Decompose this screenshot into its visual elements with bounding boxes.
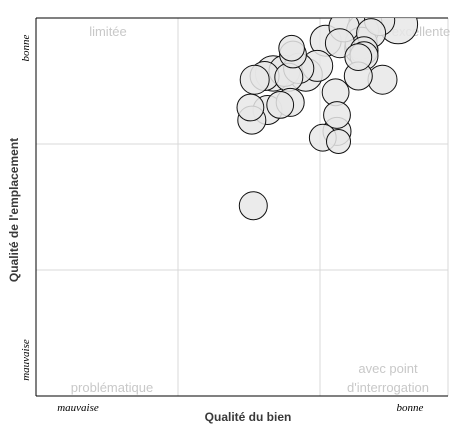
bubble-point-25 [367,64,398,95]
y-axis-title: Qualité de l'emplacement [7,138,21,282]
quadrant-label-top-left: limitée [89,24,127,39]
quadrant-label-bottom-right-line1: avec point [358,361,418,376]
bubble-point-31 [323,101,351,129]
y-tick-label-high: bonne [20,34,32,61]
bubble-point-28 [266,91,295,119]
bubble-point-14 [278,34,305,62]
x-axis-title: Qualité du bien [205,410,292,424]
quadrant-label-bottom-right-line2: d'interrogation [347,380,429,395]
quadrant-label-bottom-left: problématique [71,380,153,395]
bubble-point-29 [236,93,265,122]
bubble-point-35 [326,129,351,154]
x-tick-label-low: mauvaise [57,402,99,414]
bubble-point-36 [238,191,268,221]
bubble-series [236,18,419,221]
bubble-point-13 [344,43,373,71]
bubble-point-23 [239,64,270,95]
x-tick-label-high: bonne [397,402,424,414]
y-tick-label-low: mauvaise [20,339,32,381]
